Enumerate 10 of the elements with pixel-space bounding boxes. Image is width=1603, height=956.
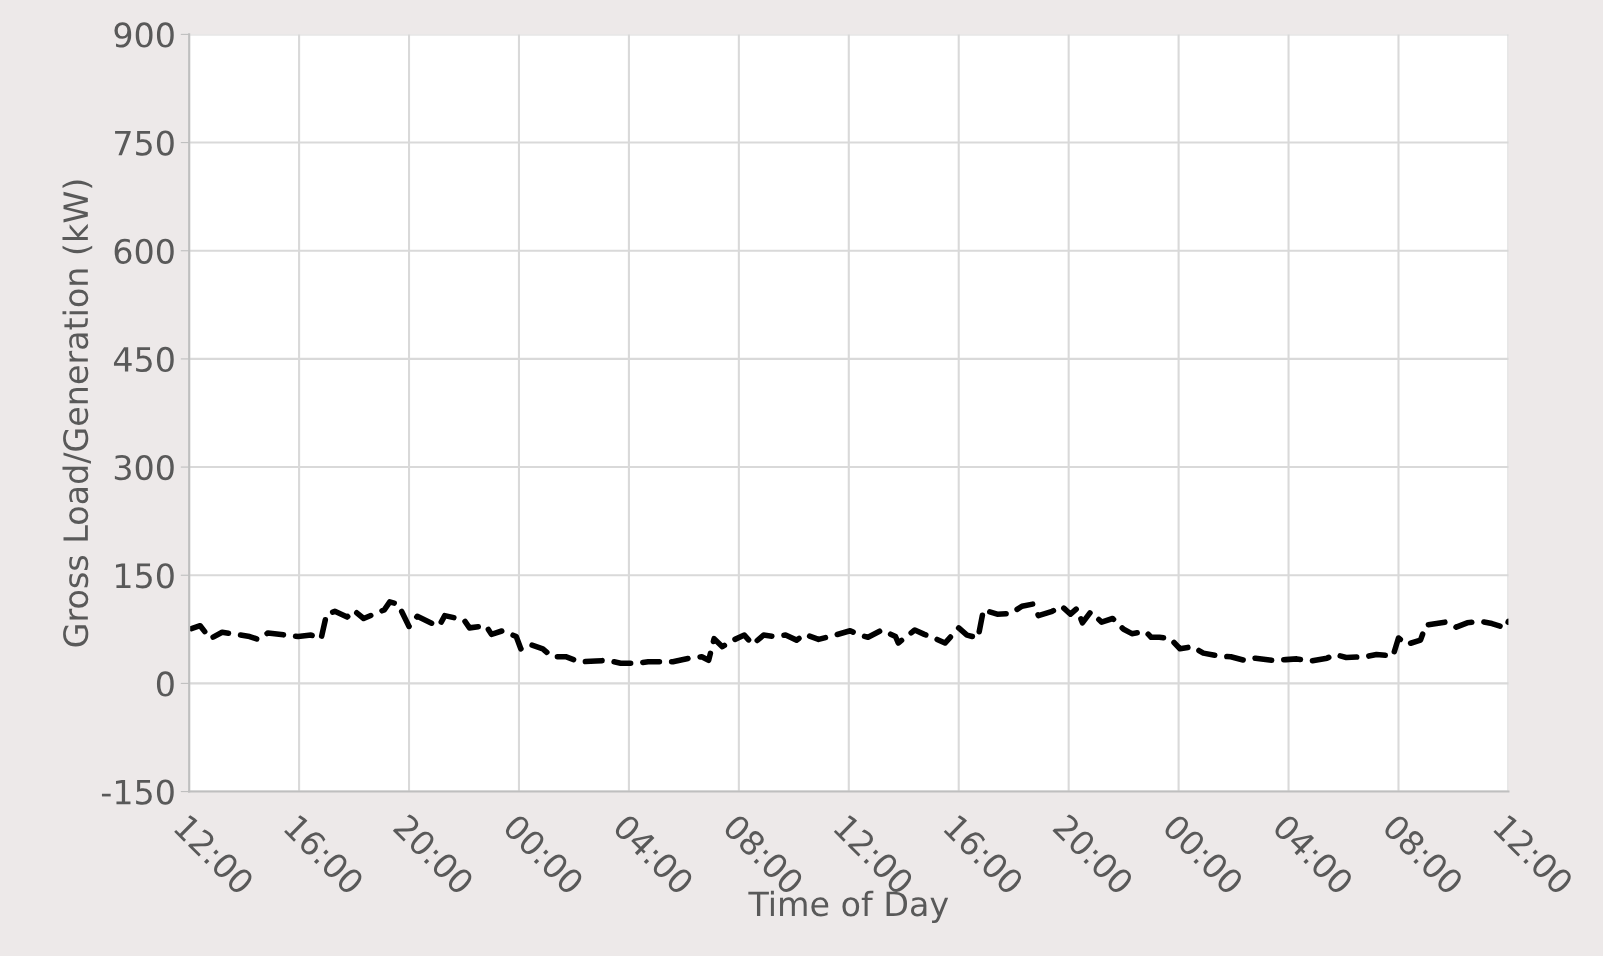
x-axis-title: Time of Day [748, 890, 949, 923]
y-tick-label: 0 [156, 671, 174, 697]
y-tick-label: 600 [114, 238, 174, 264]
y-tick-label: 300 [114, 455, 174, 481]
y-tick-label: -150 [101, 779, 174, 805]
y-tick-label: 900 [114, 22, 174, 48]
y-tick-label: 150 [116, 563, 174, 589]
y-axis-title: Gross Load/Generation (kW) [62, 180, 93, 647]
y-tick-label: 750 [115, 130, 174, 156]
y-tick-label: 450 [113, 346, 174, 373]
